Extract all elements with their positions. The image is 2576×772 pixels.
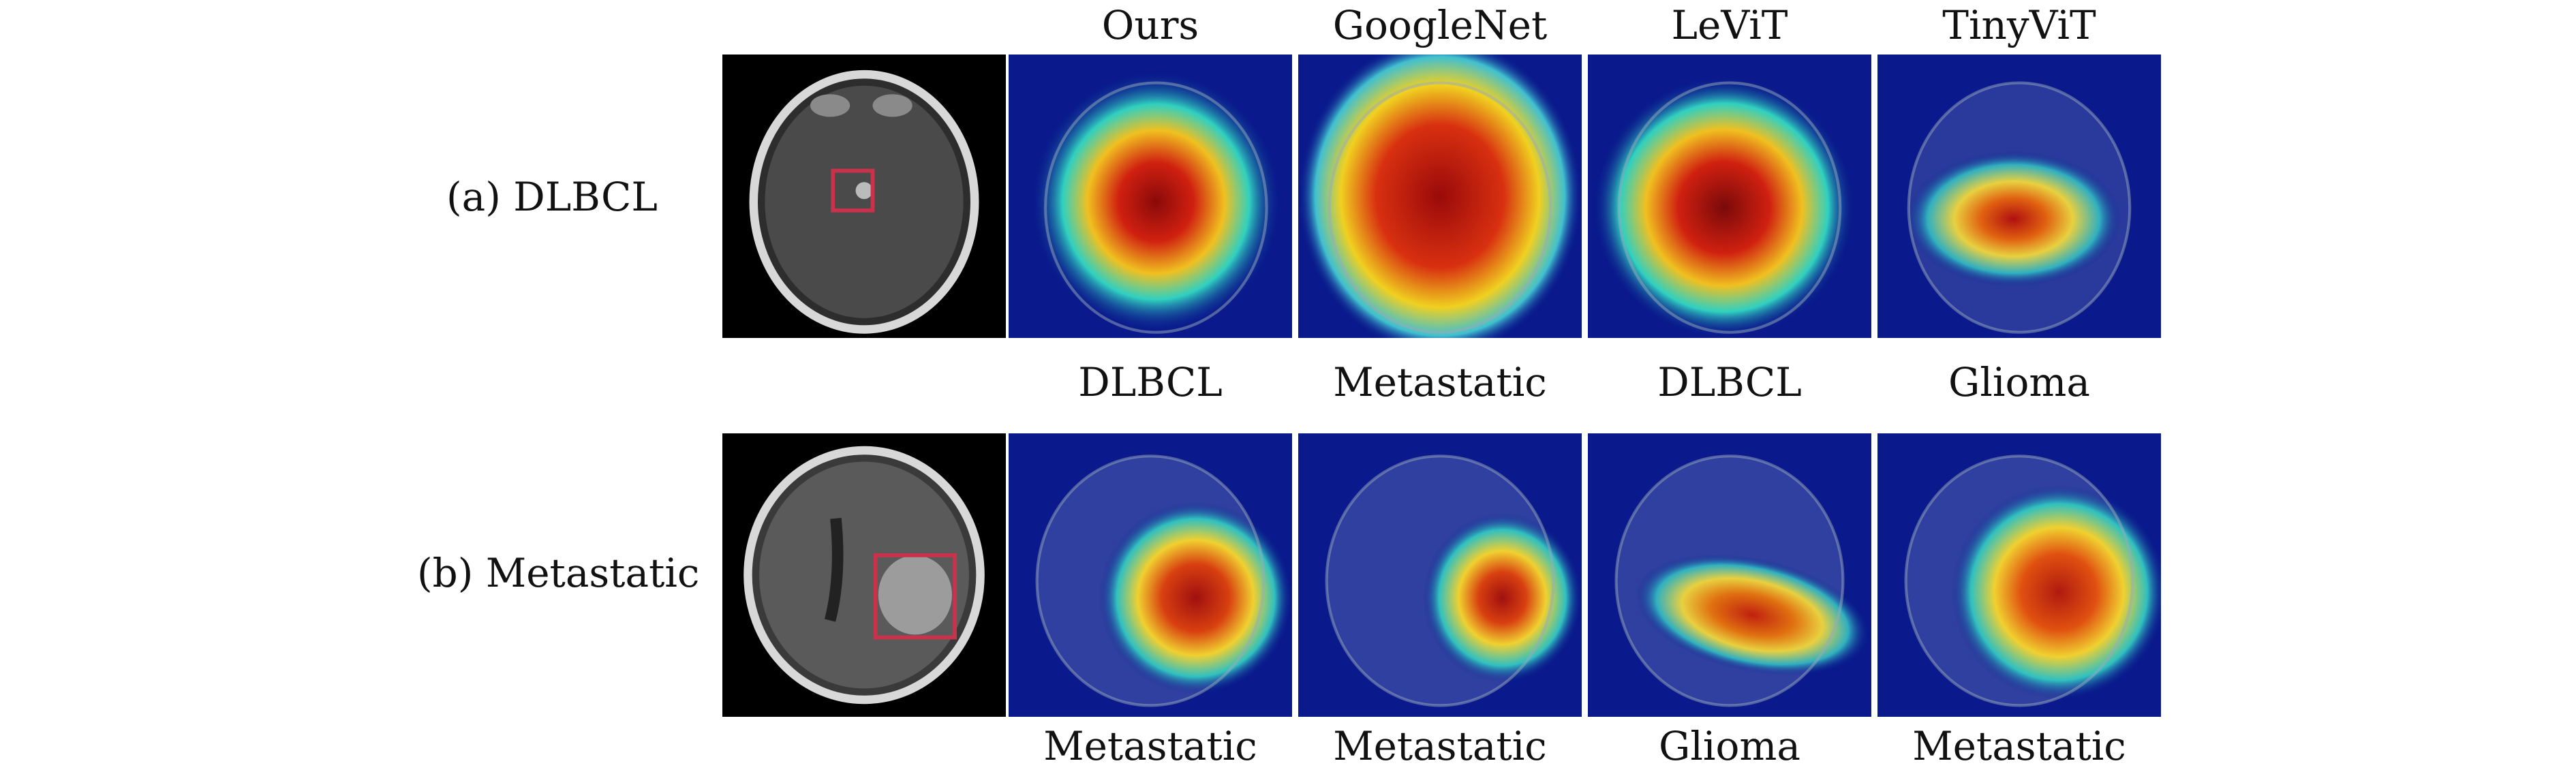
column-heading-levit: LeViT — [1671, 2, 1788, 48]
prediction-googlenet-dlbcl: Metastatic — [1333, 359, 1547, 405]
roi-box — [873, 553, 957, 640]
column-heading-tinyvit: TinyViT — [1942, 2, 2096, 48]
mri-image-metastatic — [722, 433, 1006, 717]
heatmap-ours-dlbcl — [1009, 55, 1292, 338]
prediction-levit-dlbcl: DLBCL — [1657, 359, 1802, 405]
roi-box — [831, 168, 875, 213]
heatmap-tinyvit-dlbcl — [1877, 55, 2161, 338]
column-heading-ours: Ours — [1101, 2, 1199, 48]
row-label-metastatic: (b) Metastatic — [417, 550, 700, 596]
prediction-ours-dlbcl: DLBCL — [1078, 359, 1223, 405]
heatmap-levit-metastatic — [1588, 433, 1871, 717]
heatmap-tinyvit-metastatic — [1877, 433, 2161, 717]
row-label-dlbcl: (a) DLBCL — [446, 174, 658, 220]
heatmap-ours-metastatic — [1009, 433, 1292, 717]
heatmap-googlenet-dlbcl — [1298, 55, 1582, 338]
mri-image-dlbcl — [722, 55, 1006, 338]
heatmap-levit-dlbcl — [1588, 55, 1871, 338]
column-heading-googlenet: GoogleNet — [1332, 2, 1548, 48]
prediction-levit-metastatic: Glioma — [1659, 723, 1800, 769]
prediction-ours-metastatic: Metastatic — [1043, 723, 1257, 769]
heatmap-googlenet-metastatic — [1298, 433, 1582, 717]
prediction-googlenet-metastatic: Metastatic — [1333, 723, 1547, 769]
prediction-tinyvit-dlbcl: Glioma — [1948, 359, 2090, 405]
prediction-tinyvit-metastatic: Metastatic — [1912, 723, 2126, 769]
